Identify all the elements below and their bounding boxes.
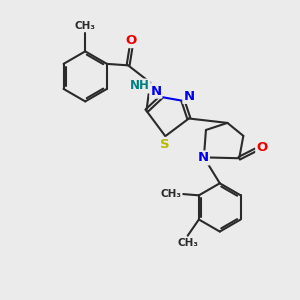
Text: S: S xyxy=(160,138,169,151)
Text: CH₃: CH₃ xyxy=(161,189,182,199)
Text: CH₃: CH₃ xyxy=(177,238,198,248)
Text: CH₃: CH₃ xyxy=(75,21,96,31)
Text: NH: NH xyxy=(130,80,150,92)
Text: N: N xyxy=(150,85,161,98)
Text: O: O xyxy=(125,34,137,47)
Text: N: N xyxy=(198,152,209,164)
Text: O: O xyxy=(256,141,268,154)
Text: N: N xyxy=(183,90,194,103)
